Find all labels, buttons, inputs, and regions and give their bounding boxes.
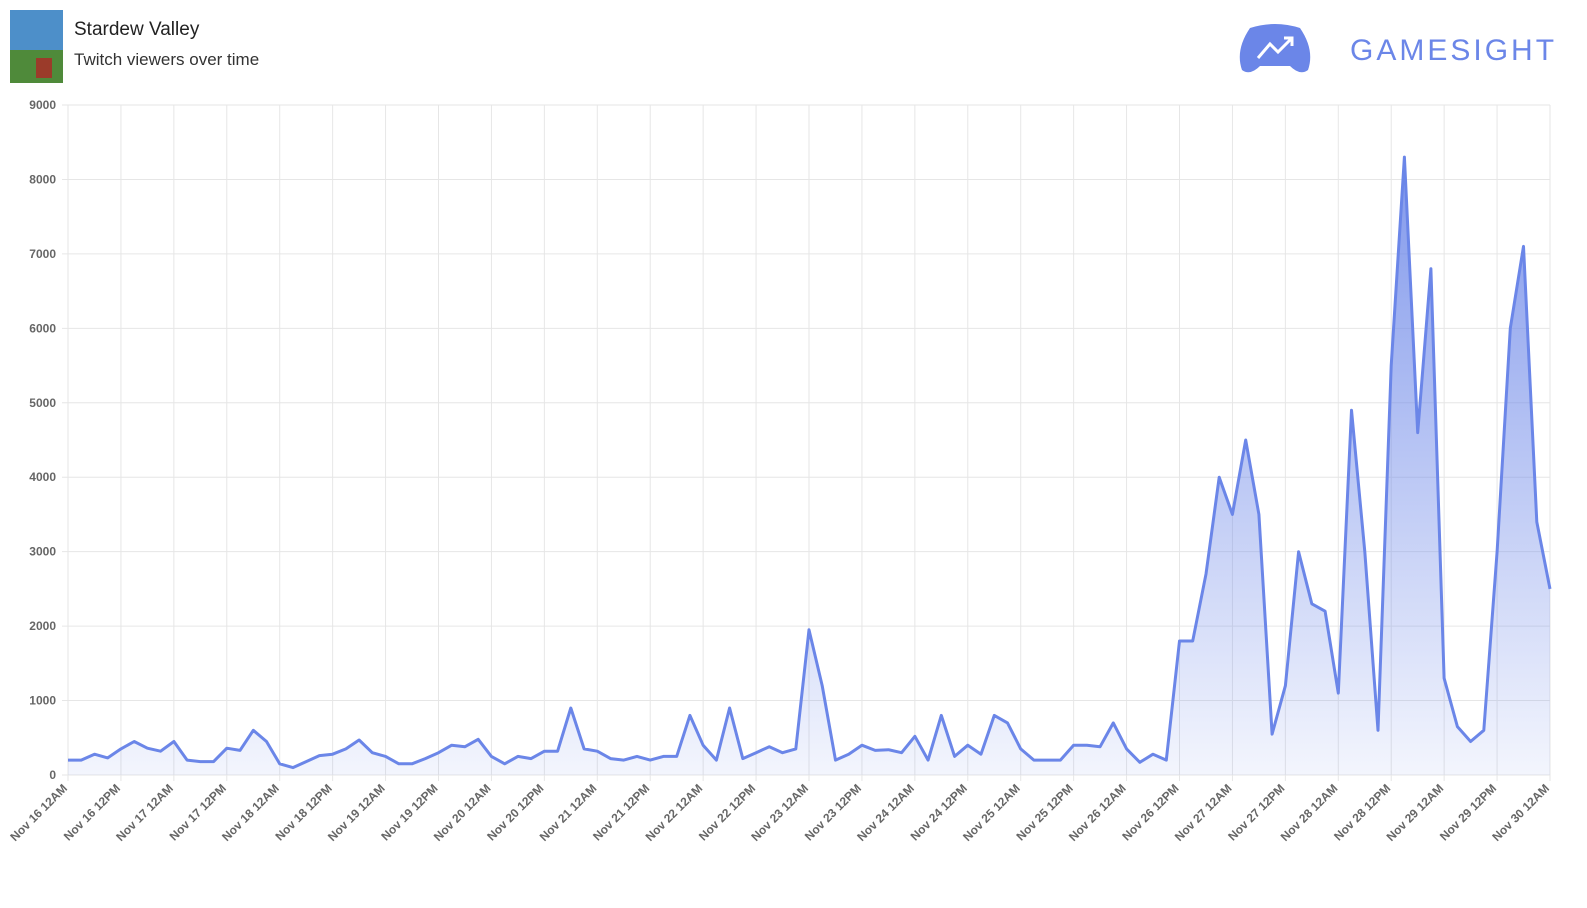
y-tick-label: 8000 xyxy=(29,172,56,186)
y-tick-label: 0 xyxy=(49,768,56,782)
line xyxy=(68,155,1552,770)
logo-text: GAMESIGHT xyxy=(1350,34,1557,67)
game-thumbnail-barn xyxy=(36,58,52,78)
y-tick-label: 4000 xyxy=(29,470,56,484)
game-title: Stardew Valley xyxy=(74,19,200,40)
y-tick-label: 2000 xyxy=(29,619,56,633)
x-tick-label: Nov 30 12AM xyxy=(1489,781,1552,844)
chart-subtitle: Twitch viewers over time xyxy=(74,50,259,69)
y-tick-label: 9000 xyxy=(29,98,56,112)
y-tick-label: 5000 xyxy=(29,396,56,410)
y-tick-label: 1000 xyxy=(29,694,56,708)
y-tick-label: 7000 xyxy=(29,247,56,261)
logo-arrow xyxy=(1256,36,1294,59)
plot-area: 0 1000 2000 3000 4000 5000 6000 7000 8000 9000 Nov… xyxy=(7,98,1552,844)
y-tick-label: 6000 xyxy=(29,321,56,335)
y-tick-label: 3000 xyxy=(29,545,56,559)
